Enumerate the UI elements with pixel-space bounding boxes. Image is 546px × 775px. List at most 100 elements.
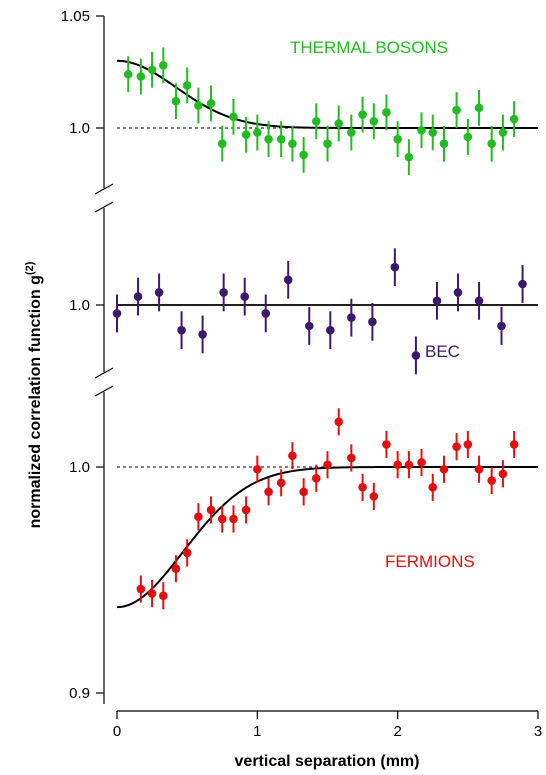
data-point-bec bbox=[411, 351, 421, 360]
y-tick-label: 1.0 bbox=[69, 459, 90, 476]
data-point-thermal-bosons bbox=[393, 134, 402, 144]
data-point-bec bbox=[240, 292, 250, 301]
data-point-fermions bbox=[474, 464, 484, 474]
data-point-thermal-bosons bbox=[194, 101, 203, 110]
label-bec: BEC bbox=[425, 342, 460, 361]
data-point-fermions bbox=[404, 460, 414, 470]
series-bec bbox=[112, 248, 527, 375]
series-fermions bbox=[136, 408, 519, 610]
data-point-fermions bbox=[206, 505, 216, 515]
data-point-fermions bbox=[171, 564, 181, 573]
data-point-thermal-bosons bbox=[474, 103, 484, 113]
x-tick-label: 0 bbox=[113, 723, 121, 740]
data-point-fermions bbox=[452, 442, 461, 451]
data-point-bec bbox=[304, 321, 314, 331]
data-point-thermal-bosons bbox=[334, 119, 344, 128]
data-point-fermions bbox=[393, 460, 402, 470]
data-point-fermions bbox=[509, 440, 519, 449]
x-tick-label: 2 bbox=[394, 723, 402, 740]
data-point-thermal-bosons bbox=[264, 134, 273, 144]
data-point-bec bbox=[368, 317, 377, 327]
data-point-fermions bbox=[463, 440, 473, 449]
data-point-thermal-bosons bbox=[404, 152, 414, 162]
data-point-thermal-bosons bbox=[323, 139, 332, 148]
data-point-bec bbox=[497, 321, 506, 331]
data-point-bec bbox=[133, 292, 143, 301]
y-tick-label: 1.0 bbox=[69, 297, 90, 314]
axis-break-mark bbox=[94, 201, 114, 213]
data-point-fermions bbox=[229, 514, 238, 524]
data-point-fermions bbox=[323, 460, 332, 470]
data-point-bec bbox=[390, 262, 400, 272]
data-point-fermions bbox=[299, 487, 308, 497]
data-point-fermions bbox=[241, 505, 251, 515]
data-point-thermal-bosons bbox=[463, 132, 473, 142]
data-point-bec bbox=[177, 325, 186, 335]
data-point-thermal-bosons bbox=[498, 128, 508, 137]
data-point-thermal-bosons bbox=[253, 128, 262, 137]
y-tick-label: 1.05 bbox=[61, 8, 90, 25]
data-point-bec bbox=[198, 330, 207, 339]
data-point-bec bbox=[474, 296, 484, 306]
data-point-fermions bbox=[253, 464, 262, 474]
axis-break-mark bbox=[94, 385, 114, 397]
data-point-thermal-bosons bbox=[288, 139, 297, 148]
data-point-bec bbox=[261, 309, 271, 318]
data-point-fermions bbox=[369, 492, 379, 501]
x-tick-label: 1 bbox=[253, 723, 261, 740]
data-point-bec bbox=[453, 288, 463, 297]
data-point-thermal-bosons bbox=[487, 139, 496, 148]
data-point-fermions bbox=[439, 464, 449, 474]
axis-break-mark bbox=[94, 183, 114, 195]
x-tick-label: 3 bbox=[534, 723, 542, 740]
data-point-bec bbox=[432, 296, 442, 306]
data-point-thermal-bosons bbox=[229, 112, 238, 122]
data-point-fermions bbox=[147, 589, 157, 598]
data-point-fermions bbox=[182, 548, 192, 558]
data-point-thermal-bosons bbox=[347, 128, 356, 137]
data-point-thermal-bosons bbox=[439, 139, 449, 148]
data-point-fermions bbox=[382, 440, 391, 449]
data-point-fermions bbox=[417, 458, 426, 467]
data-point-thermal-bosons bbox=[206, 99, 216, 108]
x-axis bbox=[116, 710, 539, 719]
data-point-fermions bbox=[217, 514, 227, 524]
data-point-thermal-bosons bbox=[276, 134, 286, 144]
data-point-thermal-bosons bbox=[182, 81, 192, 90]
label-thermal-bosons: THERMAL BOSONS bbox=[290, 38, 448, 57]
data-point-fermions bbox=[311, 474, 321, 483]
y-tick-label: 1.0 bbox=[69, 120, 90, 137]
data-point-thermal-bosons bbox=[241, 130, 251, 140]
data-point-thermal-bosons bbox=[369, 116, 379, 126]
data-point-fermions bbox=[428, 483, 438, 492]
data-point-fermions bbox=[159, 591, 168, 601]
data-point-thermal-bosons bbox=[147, 65, 157, 75]
data-point-thermal-bosons bbox=[509, 114, 519, 124]
data-point-bec bbox=[219, 288, 228, 297]
data-point-thermal-bosons bbox=[171, 96, 181, 106]
y-axis-title-main: normalized correlation function g bbox=[27, 275, 44, 528]
data-point-bec bbox=[326, 325, 335, 335]
data-point-fermions bbox=[358, 483, 367, 492]
data-point-thermal-bosons bbox=[452, 105, 461, 115]
data-point-fermions bbox=[264, 487, 273, 497]
series-thermal-bosons bbox=[123, 47, 519, 176]
fit-curve-fermions bbox=[116, 466, 538, 609]
data-point-thermal-bosons bbox=[123, 69, 133, 79]
data-point-fermions bbox=[194, 512, 203, 522]
data-point-bec bbox=[518, 279, 527, 289]
data-point-thermal-bosons bbox=[382, 108, 391, 117]
data-point-bec bbox=[112, 309, 122, 318]
data-point-bec bbox=[154, 288, 164, 297]
label-fermions: FERMIONS bbox=[385, 552, 475, 571]
data-point-thermal-bosons bbox=[358, 110, 367, 119]
data-point-thermal-bosons bbox=[428, 128, 438, 137]
data-point-fermions bbox=[498, 469, 508, 479]
data-point-fermions bbox=[347, 453, 356, 463]
data-point-thermal-bosons bbox=[136, 72, 146, 81]
y-tick-label: 0.9 bbox=[69, 685, 90, 702]
data-point-thermal-bosons bbox=[311, 116, 321, 126]
fit-curve-thermal-bosons bbox=[116, 59, 538, 129]
data-point-thermal-bosons bbox=[217, 139, 227, 148]
